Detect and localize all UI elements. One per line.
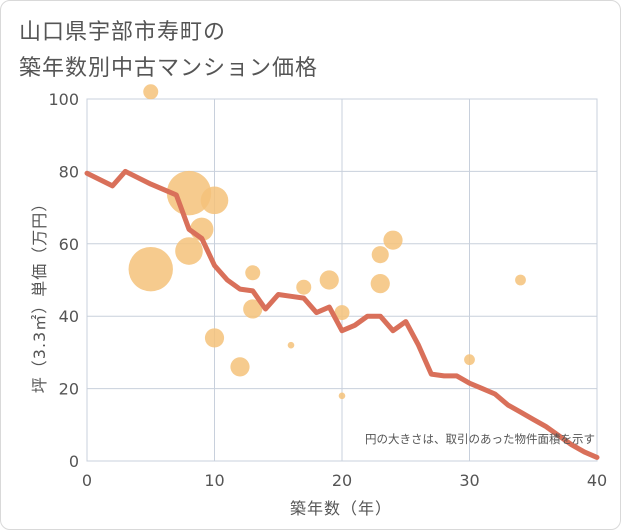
tick-labels: 0 20 40 60 80 100 0 10 20 30 40 <box>48 90 607 490</box>
bubble-point <box>175 237 203 265</box>
size-note: 円の大きさは、取引のあった物件面積を示す <box>365 432 595 446</box>
y-tick-label: 0 <box>69 452 79 471</box>
bubble-point <box>334 305 350 321</box>
bubble-point <box>287 341 295 349</box>
bubble-point <box>143 84 159 100</box>
y-axis-title: 坪（3.3㎡）単価（万円） <box>30 195 49 393</box>
y-tick-label: 20 <box>59 380 79 399</box>
x-tick-label: 0 <box>82 471 92 490</box>
y-tick-label: 100 <box>48 90 79 109</box>
x-tick-label: 20 <box>332 471 352 490</box>
bubble-point <box>370 274 390 294</box>
bubble-point <box>338 392 346 400</box>
bubbles <box>128 84 526 400</box>
bubble-point <box>319 270 339 290</box>
bubble-point <box>245 265 261 281</box>
bubble-point <box>464 354 475 366</box>
bubble-point <box>230 357 250 377</box>
trend-line <box>84 168 600 460</box>
chart-title: 山口県宇部市寿町の 築年数別中古マンション価格 <box>19 20 319 81</box>
bubble-point <box>515 274 526 286</box>
bubble-point <box>128 246 173 292</box>
x-tick-label: 30 <box>459 471 479 490</box>
average-price-line <box>84 168 600 460</box>
grid-lines <box>86 98 598 462</box>
bubble-point <box>371 246 389 264</box>
x-axis-title: 築年数（年） <box>290 499 392 518</box>
bubble-point <box>243 299 263 319</box>
bubble-point <box>200 186 229 215</box>
x-tick-label: 40 <box>587 471 607 490</box>
x-tick-label: 10 <box>204 471 224 490</box>
bubble-point <box>383 230 403 250</box>
y-tick-label: 40 <box>59 307 79 326</box>
y-tick-label: 60 <box>59 235 79 254</box>
y-tick-label: 80 <box>59 162 79 181</box>
bubble-point <box>296 279 312 295</box>
bubble-point <box>204 328 225 348</box>
